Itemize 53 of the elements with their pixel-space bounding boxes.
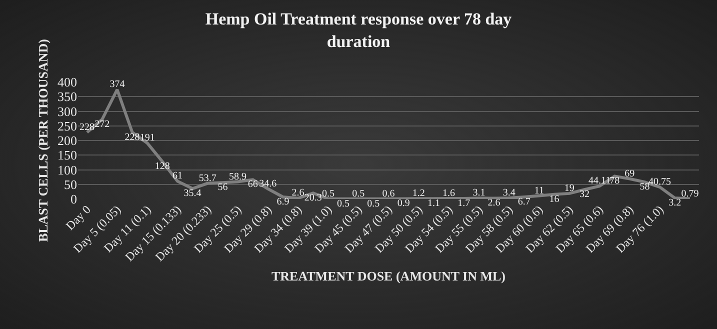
data-label: 228 [124,132,140,143]
y-axis-title: BLAST CELLS (PER THOUSAND) [35,39,50,242]
data-label: 1.1 [427,198,440,210]
data-label: 374 [110,79,125,90]
y-tick-label: 200 [58,133,77,148]
y-tick-label: 400 [58,74,77,90]
data-label: 35.4 [184,188,202,200]
data-label: 3.4 [502,188,516,199]
data-label: 19 [564,182,574,194]
data-label: 6.7 [518,196,530,208]
x-axis-title: TREATMENT DOSE (AMOUNT IN ML) [271,268,506,284]
data-label: 228 [80,122,95,133]
data-label: 0.79 [681,188,699,200]
data-label: 0.9 [397,198,410,210]
data-label: 1.7 [458,198,470,209]
data-label: 44.11 [588,176,611,187]
data-label: 56 [218,182,228,194]
data-label: 53.7 [198,172,216,184]
data-label: 69 [624,168,635,180]
data-label: 11 [534,185,544,196]
data-label: 0.5 [322,188,334,200]
y-tick-label: 300 [58,104,77,119]
data-label: 2.6 [488,198,500,209]
data-label: 3.1 [472,188,486,199]
data-label: 128 [154,161,170,172]
data-label: 16 [549,194,560,205]
data-label: 1.2 [412,188,425,200]
data-label: 0.5 [367,198,380,210]
data-label: 66 [248,179,258,190]
data-label: 0.5 [337,198,350,210]
data-label: 191 [140,132,155,144]
data-label: 20.3 [304,192,322,204]
data-label: 34.6 [259,178,277,190]
data-label: 61 [172,170,182,182]
data-label: 6.9 [276,196,290,208]
data-label: 40.75 [648,176,672,188]
data-label: 58.9 [229,171,247,182]
data-label: 2.6 [292,188,304,199]
data-label: 58 [640,182,650,193]
y-tick-label: 350 [58,89,77,104]
data-label: 1.6 [442,188,456,200]
data-label: 3.2 [668,198,682,209]
y-tick-label: 0 [70,192,77,207]
chart-title: Hemp Oil Treatment response over 78 day duration [205,10,512,51]
y-tick-label: 250 [58,118,77,134]
data-label: 272 [94,118,110,130]
data-label: 0.6 [382,188,395,200]
y-tick-label: 150 [58,148,77,163]
y-tick-label: 100 [58,162,77,178]
data-label: 78 [610,176,620,187]
data-label: 32 [579,189,590,200]
data-label: 0.5 [352,188,365,200]
y-tick-label: 50 [64,176,77,192]
